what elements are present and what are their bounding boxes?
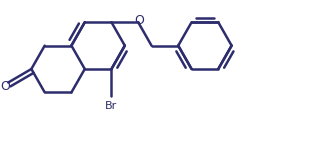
Text: O: O (134, 14, 144, 27)
Text: O: O (0, 80, 10, 93)
Text: Br: Br (105, 101, 118, 111)
